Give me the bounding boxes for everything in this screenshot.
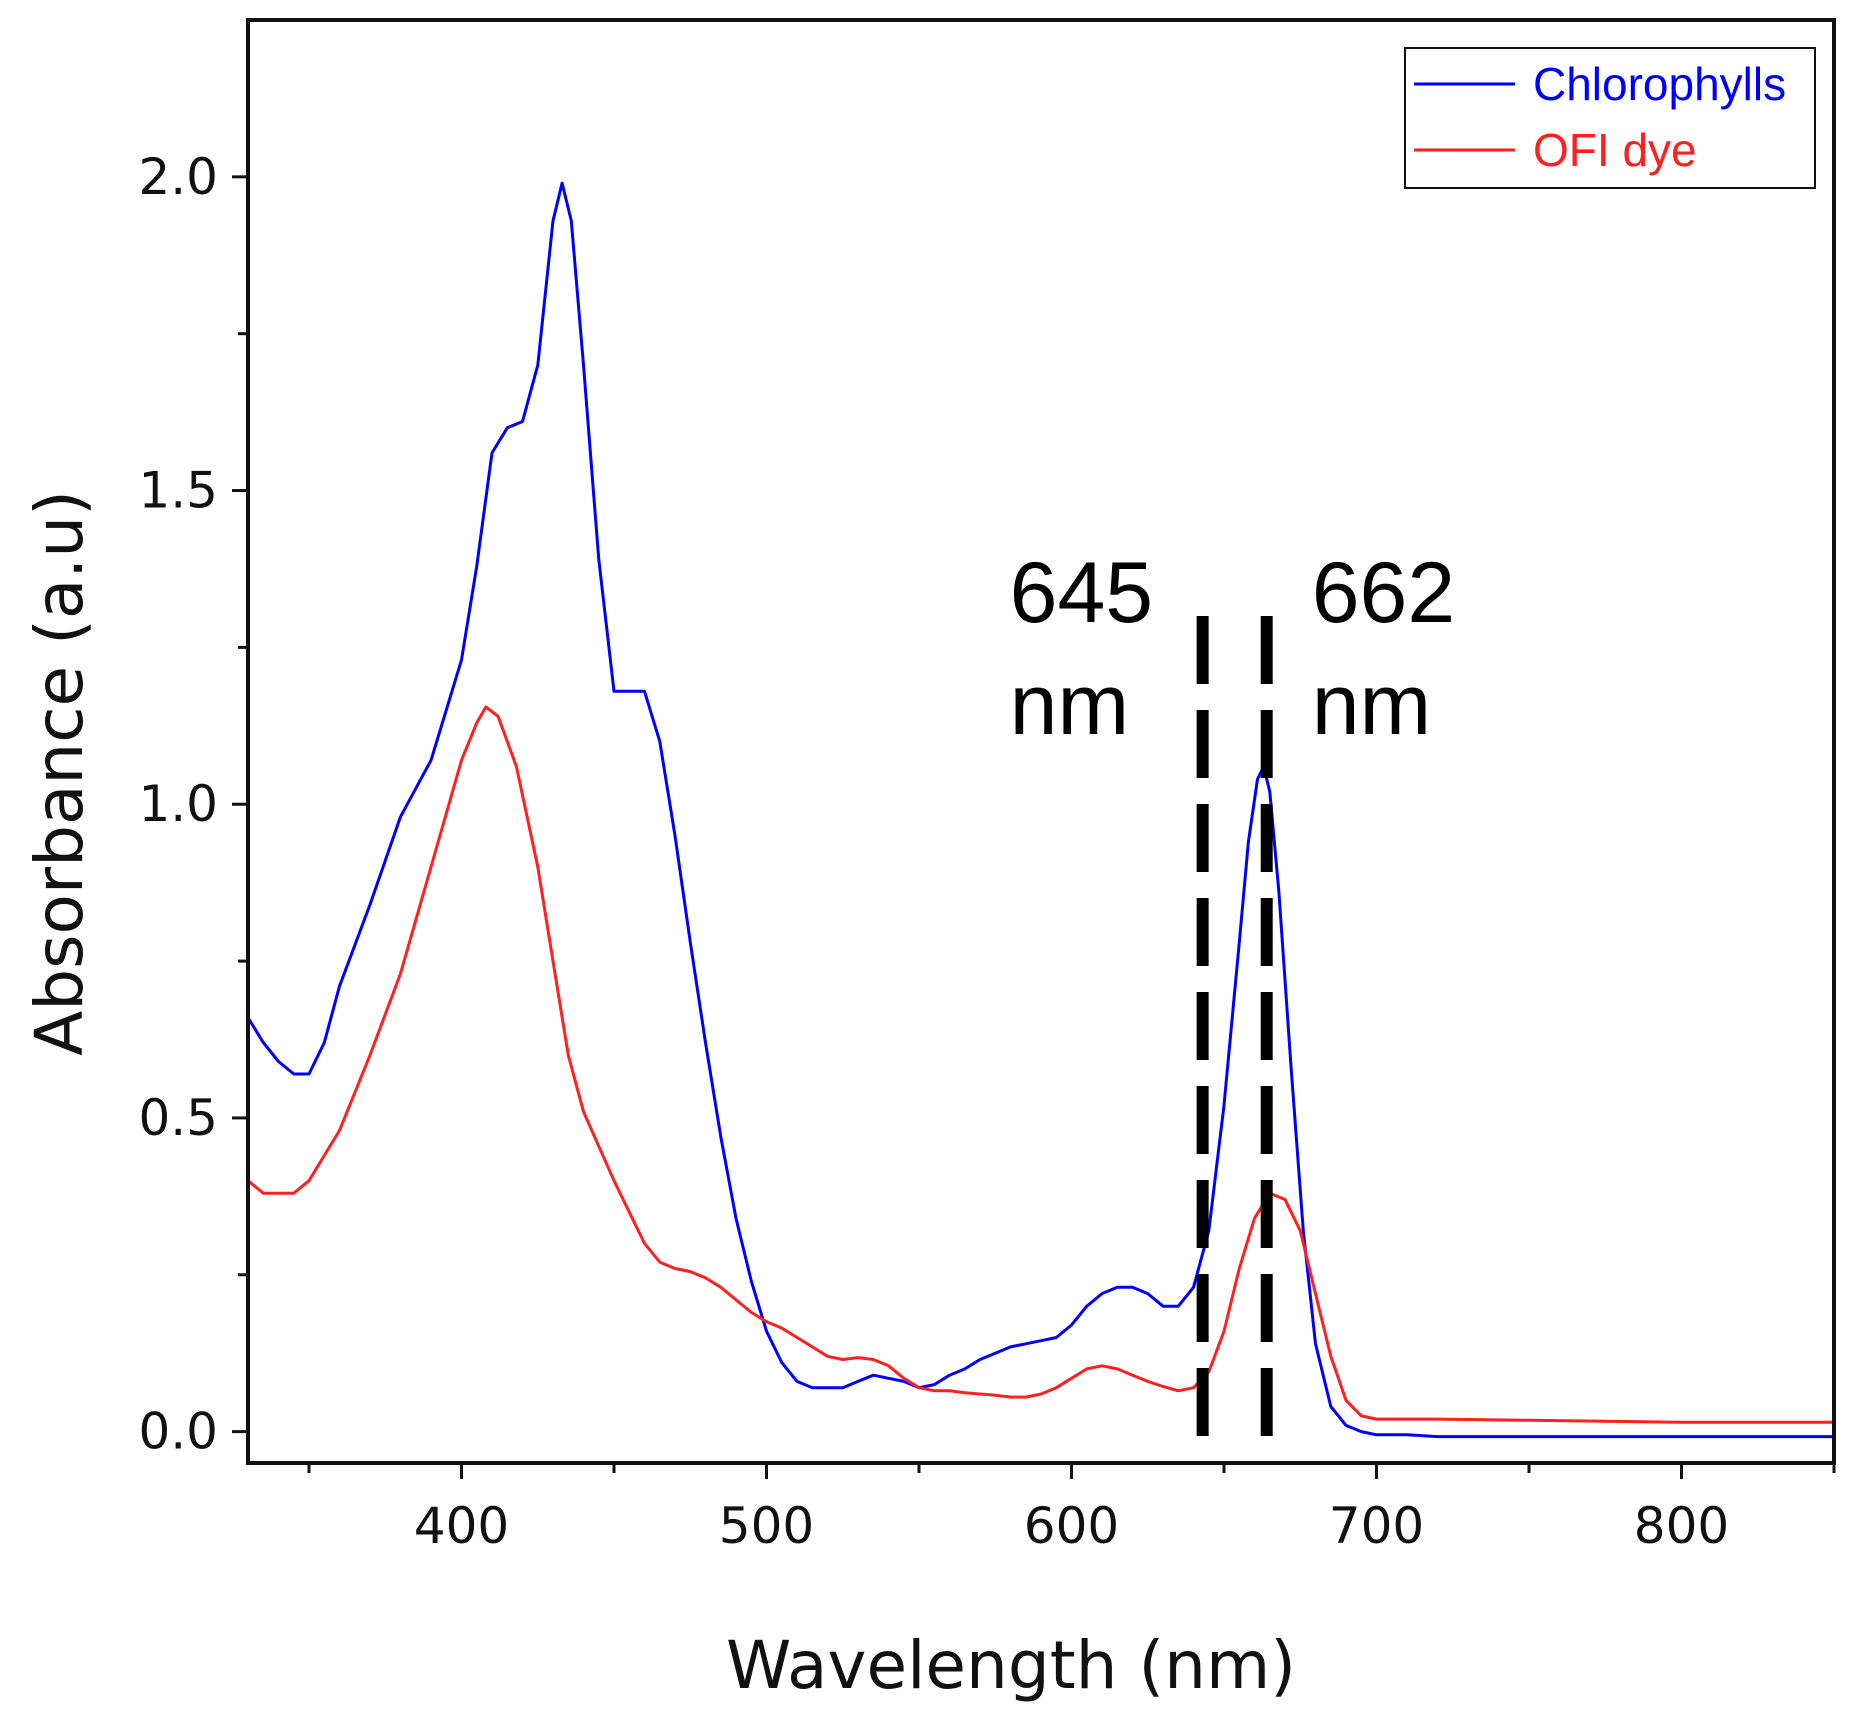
plot-frame <box>246 18 1836 1465</box>
legend-box <box>1404 47 1816 189</box>
y-tick-label: 1.0 <box>138 775 218 833</box>
x-tick-label: 400 <box>414 1497 509 1555</box>
y-tick-label: 2.0 <box>138 148 218 206</box>
y-tick-label: 0.5 <box>138 1089 218 1147</box>
x-tick-label: 800 <box>1634 1497 1729 1555</box>
annotation-unit-645: nm <box>1010 657 1129 753</box>
y-axis-title: Absorbance (a.u) <box>21 490 98 1056</box>
annotation-layer: 645 nm 662 nm <box>1010 545 1456 1463</box>
y-tick-label: 0.0 <box>138 1403 218 1461</box>
legend: Chlorophylls OFI dye <box>1404 47 1816 189</box>
annotation-unit-662: nm <box>1312 657 1431 753</box>
x-tick-label: 600 <box>1024 1497 1119 1555</box>
legend-label-ofi-dye: OFI dye <box>1533 124 1697 176</box>
annotation-value-662: 662 <box>1312 545 1456 641</box>
y-axis-ticks: 0.0 0.5 1.0 1.5 2.0 <box>138 148 248 1461</box>
x-tick-label: 700 <box>1329 1497 1424 1555</box>
x-axis-ticks: 400 500 600 700 800 <box>307 1463 1836 1555</box>
legend-label-chlorophylls: Chlorophylls <box>1533 58 1786 110</box>
x-axis-title: Wavelength (nm) <box>726 1627 1296 1704</box>
annotation-value-645: 645 <box>1010 545 1154 641</box>
series-line-chlorophylls <box>246 181 1834 1439</box>
y-tick-label: 1.5 <box>138 462 218 520</box>
x-tick-label: 500 <box>719 1497 814 1555</box>
